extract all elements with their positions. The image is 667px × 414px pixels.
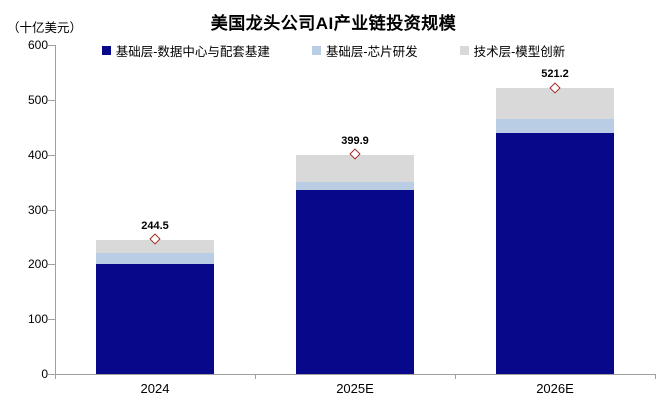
bar-segment-基础层-芯片研发 [496, 119, 614, 133]
y-axis-tick-label: 100 [27, 312, 48, 327]
legend: 基础层-数据中心与配套基建 基础层-芯片研发 技术层-模型创新 [0, 41, 667, 60]
total-value-label: 521.2 [541, 68, 569, 81]
y-axis-tick-label: 400 [27, 147, 48, 162]
x-axis-tick [455, 375, 456, 379]
y-axis-tick-label: 600 [27, 38, 48, 52]
legend-swatch-icon [101, 46, 111, 55]
legend-item-1: 基础层-芯片研发 [311, 41, 418, 60]
y-axis-tick-label: 0 [41, 367, 48, 381]
legend-label: 基础层-数据中心与配套基建 [115, 45, 270, 59]
y-axis-line [55, 45, 56, 375]
x-category-label: 2024 [140, 381, 170, 396]
bar-segment-基础层-数据中心与配套基建 [96, 264, 214, 374]
y-axis-tick-label: 200 [27, 257, 48, 272]
y-axis-tick [48, 99, 55, 101]
legend-swatch-icon [311, 46, 321, 55]
y-axis-tick [48, 209, 55, 211]
y-axis-tick [48, 45, 55, 46]
y-axis-unit-label: （十亿美元） [7, 21, 83, 35]
bar-segment-基础层-数据中心与配套基建 [296, 190, 414, 374]
y-axis-tick [48, 319, 55, 321]
chart-title: 美国龙头公司AI产业链投资规模 [210, 14, 457, 33]
y-axis-tick [48, 374, 55, 375]
legend-label: 技术层-模型创新 [473, 45, 566, 59]
legend-item-2: 技术层-模型创新 [459, 41, 566, 60]
legend-label: 基础层-芯片研发 [325, 45, 418, 59]
bar-segment-技术层-模型创新 [96, 239, 214, 254]
total-value-label: 399.9 [341, 134, 369, 147]
x-axis-tick [255, 375, 256, 379]
x-axis-line [55, 374, 656, 375]
legend-item-0: 基础层-数据中心与配套基建 [101, 41, 270, 60]
bar-segment-基础层-芯片研发 [96, 253, 214, 265]
bar-segment-基础层-数据中心与配套基建 [496, 132, 614, 374]
x-category-label: 2025E [336, 381, 374, 396]
x-category-label: 2026E [536, 381, 574, 396]
y-axis-tick [48, 264, 55, 266]
total-value-label: 244.5 [141, 219, 169, 232]
x-axis-tick [55, 375, 56, 379]
y-axis-tick-label: 300 [27, 202, 48, 217]
y-axis-tick-label: 500 [27, 92, 48, 107]
legend-swatch-icon [459, 46, 469, 55]
bar-segment-基础层-芯片研发 [296, 182, 414, 191]
x-axis-tick [655, 375, 656, 379]
y-axis-tick [48, 154, 55, 156]
